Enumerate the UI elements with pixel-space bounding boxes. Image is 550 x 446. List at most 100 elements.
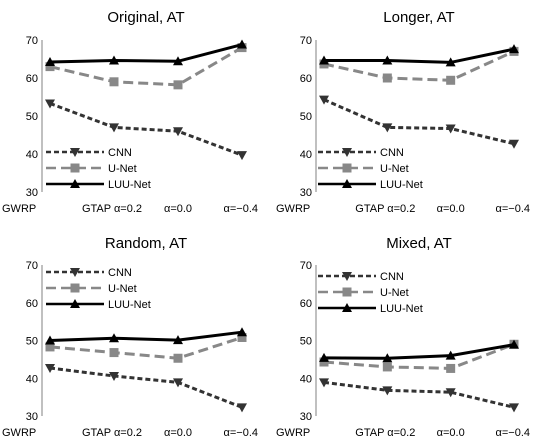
legend-label-luu-net: LUU-Net [108,299,151,311]
legend-marker-cnn [342,272,352,281]
legend-marker-u-net [342,287,352,297]
legend-label-u-net: U-Net [380,287,409,299]
series-line-cnn [323,98,515,146]
series-line-u-net [49,336,243,360]
y-tick-label: 40 [26,373,38,385]
y-tick-label: 70 [26,35,38,47]
chart-panel-mixed-at: Mixed, AT 30 40 50 60 70 GWRP GTAP α=0.2 α=0.0 α=… [276,235,530,439]
x-category-label: α=0.0 [164,427,192,439]
data-point-luu-net [319,352,329,362]
x-category-label: GTAP α=0.2 [82,203,142,215]
data-point-luu-net [173,56,183,66]
x-category-label: GWRP [276,203,310,215]
series-line-luu-net [324,47,515,64]
x-category-label: GWRP [2,203,36,215]
series-line-u-net [323,50,515,82]
legend: CNN U-Net LUU-Net [318,147,423,191]
data-point-cnn [319,95,329,105]
y-tick-label: 50 [26,111,38,123]
chart-panel-original-at: Original, AT 30 40 50 60 70 GWRP GTAP α=0.2 α=0.… [2,9,258,215]
legend-marker-luu-net [70,299,80,308]
data-point-luu-net [45,335,55,345]
data-point-cnn [382,123,393,133]
x-category-label: α=−0.4 [224,427,259,439]
data-point-cnn [509,139,519,149]
data-point-u-net [45,342,55,352]
legend-label-cnn: CNN [108,267,132,279]
data-point-cnn [173,127,183,137]
y-tick-label: 30 [26,411,38,423]
data-point-luu-net [445,57,456,67]
data-point-luu-net [319,55,329,65]
y-tick-label: 50 [26,336,38,348]
x-category-label: α=0.0 [437,427,465,439]
data-point-cnn [45,364,55,374]
data-point-cnn [445,124,456,134]
series-line-u-net [323,342,515,370]
series-line-u-net [49,46,243,87]
x-category-label: α=−0.4 [224,203,259,215]
data-point-cnn [445,388,456,398]
x-category-label: α=0.0 [164,203,192,215]
legend-marker-luu-net [342,303,352,312]
legend-marker-luu-net [342,179,352,188]
data-point-u-net [109,77,119,87]
data-point-cnn [382,386,393,396]
series-line-cnn [49,102,243,157]
data-point-u-net [382,362,392,372]
data-point-cnn [173,378,183,388]
data-point-u-net [173,80,183,90]
x-category-label: GTAP α=0.2 [355,203,415,215]
data-point-luu-net [445,350,456,360]
chart-panel-random-at: Random, AT 30 40 50 60 70 GWRP GTAP α=0.2 α=0.0 α… [2,235,258,439]
legend-label-luu-net: LUU-Net [380,303,423,315]
data-point-cnn [319,378,329,388]
y-tick-label: 50 [300,111,312,123]
data-point-luu-net [509,339,519,349]
legend-label-u-net: U-Net [108,283,137,295]
series-line-luu-net [323,343,515,360]
legend-marker-u-net [342,163,352,173]
data-point-u-net [173,353,183,363]
y-tick-label: 50 [300,336,312,348]
data-point-u-net [446,75,456,85]
legend-label-cnn: CNN [380,271,404,283]
data-point-luu-net [173,335,183,345]
legend-label-cnn: CNN [108,147,132,159]
x-category-label: GTAP α=0.2 [82,427,142,439]
legend-label-cnn: CNN [380,147,404,159]
data-point-luu-net [509,44,519,54]
x-category-label: α=0.0 [437,203,465,215]
series-line-cnn [323,380,515,409]
y-tick-label: 30 [26,187,38,199]
chart-title: Random, AT [105,235,187,252]
y-tick-label: 60 [300,73,312,85]
chart-title: Mixed, AT [386,235,452,252]
legend-marker-luu-net [70,179,80,188]
y-tick-label: 40 [26,149,38,161]
data-point-cnn [109,123,119,133]
legend-marker-u-net [70,283,80,293]
series-line-luu-net [49,330,243,342]
legend-label-u-net: U-Net [380,163,409,175]
data-point-u-net [319,357,329,367]
data-point-cnn [109,371,119,381]
legend: CNN U-Net LUU-Net [46,147,151,191]
data-point-cnn [509,403,519,413]
chart-title: Longer, AT [383,9,454,26]
y-tick-label: 70 [300,260,312,272]
chart-title: Original, AT [107,9,184,26]
data-point-cnn [45,99,55,109]
y-tick-label: 30 [300,187,312,199]
y-tick-label: 30 [300,411,312,423]
legend-label-u-net: U-Net [108,163,137,175]
legend-marker-cnn [342,148,352,157]
data-point-luu-net [382,353,393,363]
data-point-luu-net [109,333,119,343]
data-point-u-net [382,73,392,83]
data-point-luu-net [382,55,393,65]
data-point-u-net [446,363,456,373]
data-point-cnn [237,403,247,413]
legend-label-luu-net: LUU-Net [380,179,423,191]
data-point-luu-net [237,327,247,337]
